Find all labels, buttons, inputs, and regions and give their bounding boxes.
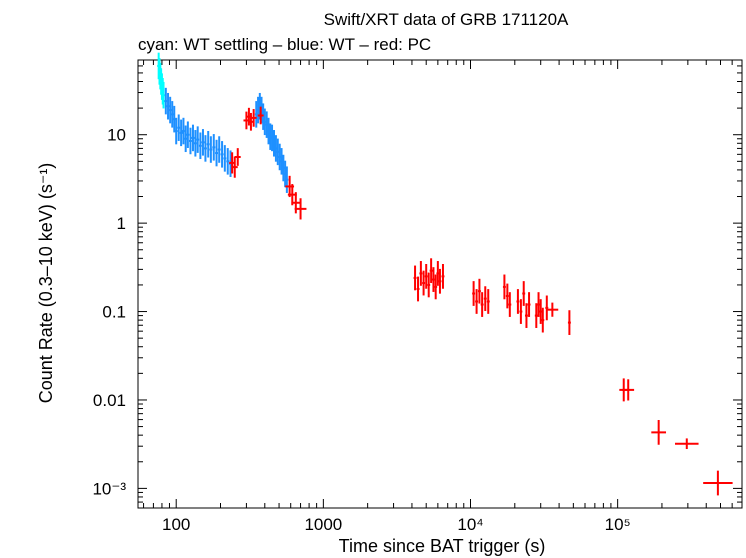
- pc-data-point: [541, 307, 545, 333]
- pc-data-point: [527, 292, 531, 317]
- y-axis-label: Count Rate (0.3–10 keV) (s⁻¹): [36, 163, 56, 404]
- pc-data-point: [522, 281, 526, 306]
- wt-data-point: [184, 125, 188, 153]
- pc-data-point: [480, 292, 484, 317]
- wt-data-point: [203, 135, 207, 162]
- wt-data-point: [186, 121, 190, 148]
- wt_settling-data-point: [162, 81, 165, 109]
- pc-data-point: [438, 268, 442, 294]
- wt-data-point: [191, 124, 195, 152]
- wt-data-point: [166, 92, 170, 120]
- pc-data-point: [234, 148, 241, 166]
- pc-data-point: [431, 267, 435, 292]
- chart-title: Swift/XRT data of GRB 171120A: [324, 10, 569, 29]
- pc-data-point: [429, 258, 433, 284]
- pc-data-point: [413, 265, 417, 291]
- pc-data-point: [434, 274, 438, 300]
- wt-data-point: [188, 127, 192, 155]
- pc-data-point: [567, 310, 571, 335]
- pc-data-point: [505, 283, 509, 309]
- wt-data-point: [285, 166, 289, 193]
- pc-data-point: [545, 295, 549, 321]
- wt-data-point: [217, 136, 221, 163]
- pc-data-point: [483, 286, 487, 312]
- wt-data-point: [170, 101, 174, 128]
- pc-data-point: [416, 276, 420, 302]
- wt-data-point: [206, 130, 210, 158]
- pc-data-point: [294, 198, 307, 220]
- wt-data-point: [201, 129, 205, 156]
- pc-data-point: [502, 274, 506, 300]
- pc-data-point: [622, 379, 635, 401]
- pc-data-point: [537, 292, 541, 317]
- wt-data-point: [164, 87, 168, 115]
- wt-data-point: [220, 141, 224, 168]
- pc-data-point: [427, 272, 431, 298]
- y-tick-label: 1: [117, 214, 126, 233]
- pc-data-point: [231, 156, 238, 178]
- wt-data-point: [174, 117, 178, 145]
- pc-data-point: [477, 278, 481, 304]
- pc-data-point: [703, 470, 733, 496]
- pc-data-point: [424, 263, 428, 289]
- wt-data-point: [209, 136, 213, 163]
- pc-data-point: [486, 289, 490, 314]
- y-tick-label: 10⁻³: [92, 479, 126, 498]
- pc-data-point: [475, 289, 479, 314]
- pc-data-point: [546, 302, 559, 317]
- y-tick-label: 0.1: [102, 303, 126, 322]
- y-tick-label: 0.01: [93, 391, 126, 410]
- plot-frame: [137, 59, 743, 509]
- pc-data-point: [516, 289, 520, 314]
- pc-data-point: [524, 303, 528, 328]
- wt-data-point: [198, 132, 202, 160]
- pc-data-point: [419, 261, 423, 286]
- x-tick-label: 1000: [304, 515, 342, 534]
- wt-data-point: [196, 126, 200, 153]
- pc-data-point: [436, 261, 440, 286]
- pc-data-point: [441, 263, 445, 289]
- chart-subtitle: cyan: WT settling – blue: WT – red: PC: [138, 35, 431, 54]
- pc-data-point: [257, 106, 264, 125]
- wt-data-point: [215, 139, 219, 167]
- y-tick-label: 10: [107, 126, 126, 145]
- plot-area: 100 1000 10⁴ 10⁵ 10 1 0.1 0.01 10⁻³: [92, 52, 743, 534]
- wt-data-point: [193, 130, 197, 157]
- x-tick-label: 10⁴: [457, 515, 483, 534]
- wt-data-point: [179, 119, 183, 147]
- wt-data-point: [226, 148, 230, 175]
- pc-data-point: [472, 281, 476, 306]
- pc-data-point: [422, 270, 426, 296]
- x-tick-label: 10⁵: [605, 515, 631, 534]
- pc-data-point: [250, 109, 257, 127]
- x-axis-label: Time since BAT trigger (s): [339, 536, 546, 556]
- pc-data-point: [508, 292, 512, 317]
- x-tick-label: 100: [162, 515, 190, 534]
- wt-data-point: [212, 134, 216, 161]
- wt-data-point: [168, 96, 172, 124]
- wt-data-point: [181, 117, 185, 145]
- wt-data-point: [223, 145, 227, 172]
- pc-data-point: [539, 299, 543, 324]
- pc-data-point: [534, 303, 538, 328]
- wt-data-point: [177, 114, 181, 141]
- pc-data-point: [675, 438, 699, 450]
- pc-data-point: [519, 299, 523, 324]
- pc-data-point: [651, 419, 667, 445]
